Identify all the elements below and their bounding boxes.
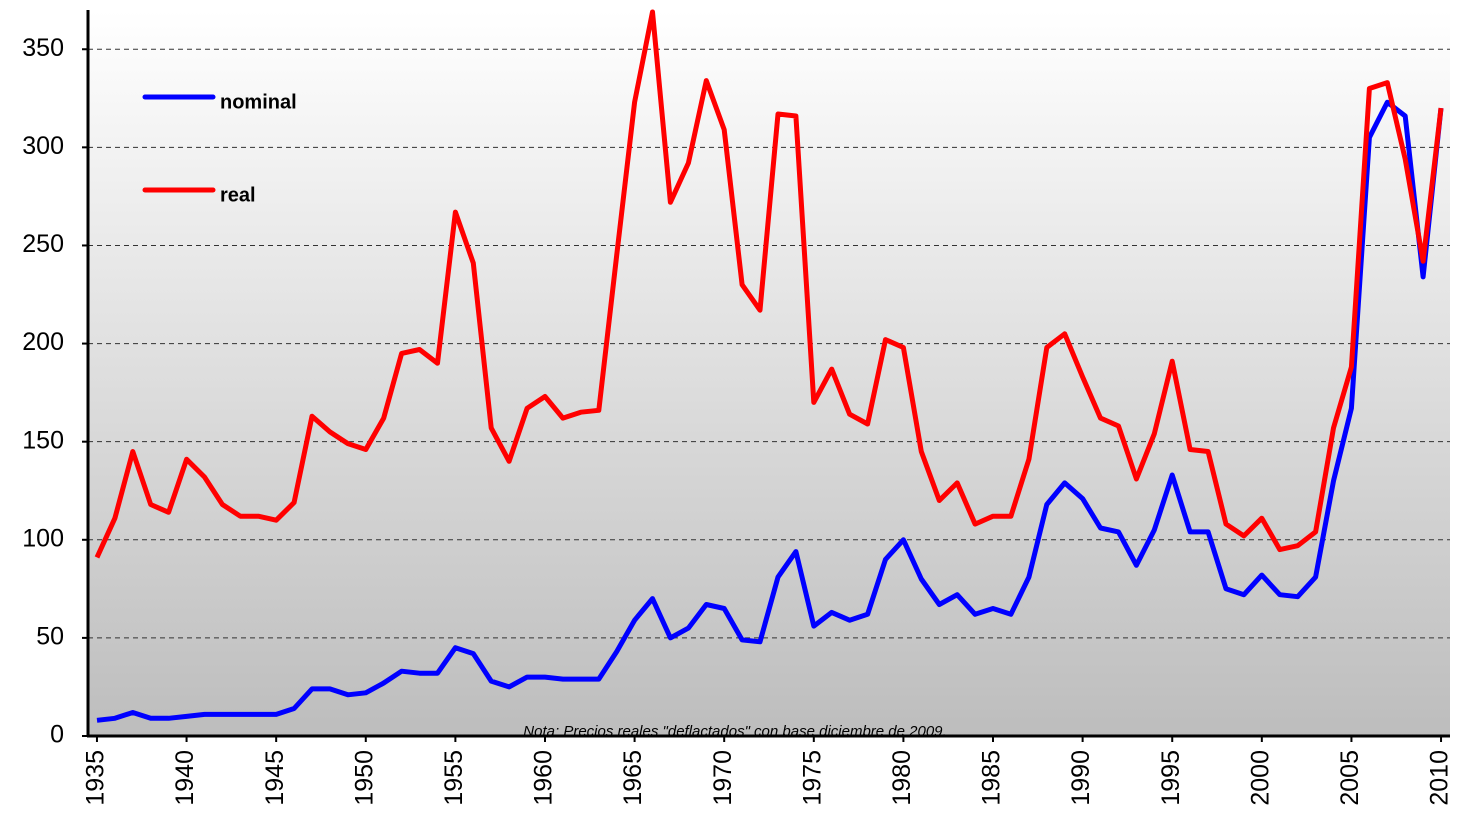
x-tick-label: 1965 — [619, 750, 647, 806]
x-tick-label: 1970 — [709, 750, 737, 806]
x-tick-label: 2005 — [1336, 750, 1364, 806]
y-tick-label: 0 — [50, 721, 64, 749]
annotation: Nota: Precios reales "deflactados" con b… — [523, 723, 946, 740]
y-tick-label: 350 — [22, 34, 64, 62]
x-tick-label: 1990 — [1067, 750, 1095, 806]
y-tick-label: 100 — [22, 524, 64, 552]
x-tick-label: 1950 — [350, 750, 378, 806]
y-tick-label: 250 — [22, 230, 64, 258]
y-tick-label: 50 — [36, 623, 64, 651]
x-tick-label: 1985 — [978, 750, 1006, 806]
y-tick-label: 300 — [22, 132, 64, 160]
x-tick-label: 2000 — [1246, 750, 1274, 806]
y-tick-label: 150 — [22, 426, 64, 454]
x-tick-label: 1975 — [798, 750, 826, 806]
x-tick-label: 1960 — [530, 750, 558, 806]
x-tick-label: 1995 — [1157, 750, 1185, 806]
line-series — [94, 9, 1444, 559]
x-tick-label: 2010 — [1426, 750, 1454, 806]
x-tick-label: 1980 — [888, 750, 916, 806]
x-tick-label: 1945 — [261, 750, 289, 806]
line-series — [96, 99, 1444, 723]
plot-area — [88, 10, 1450, 736]
legend-label: real — [220, 184, 256, 206]
y-tick-label: 200 — [22, 328, 64, 356]
x-tick-label: 1940 — [171, 750, 199, 806]
x-tick-label: 1955 — [440, 750, 468, 806]
x-tick-label: 1935 — [82, 750, 110, 806]
legend-label: nominal — [220, 91, 297, 113]
